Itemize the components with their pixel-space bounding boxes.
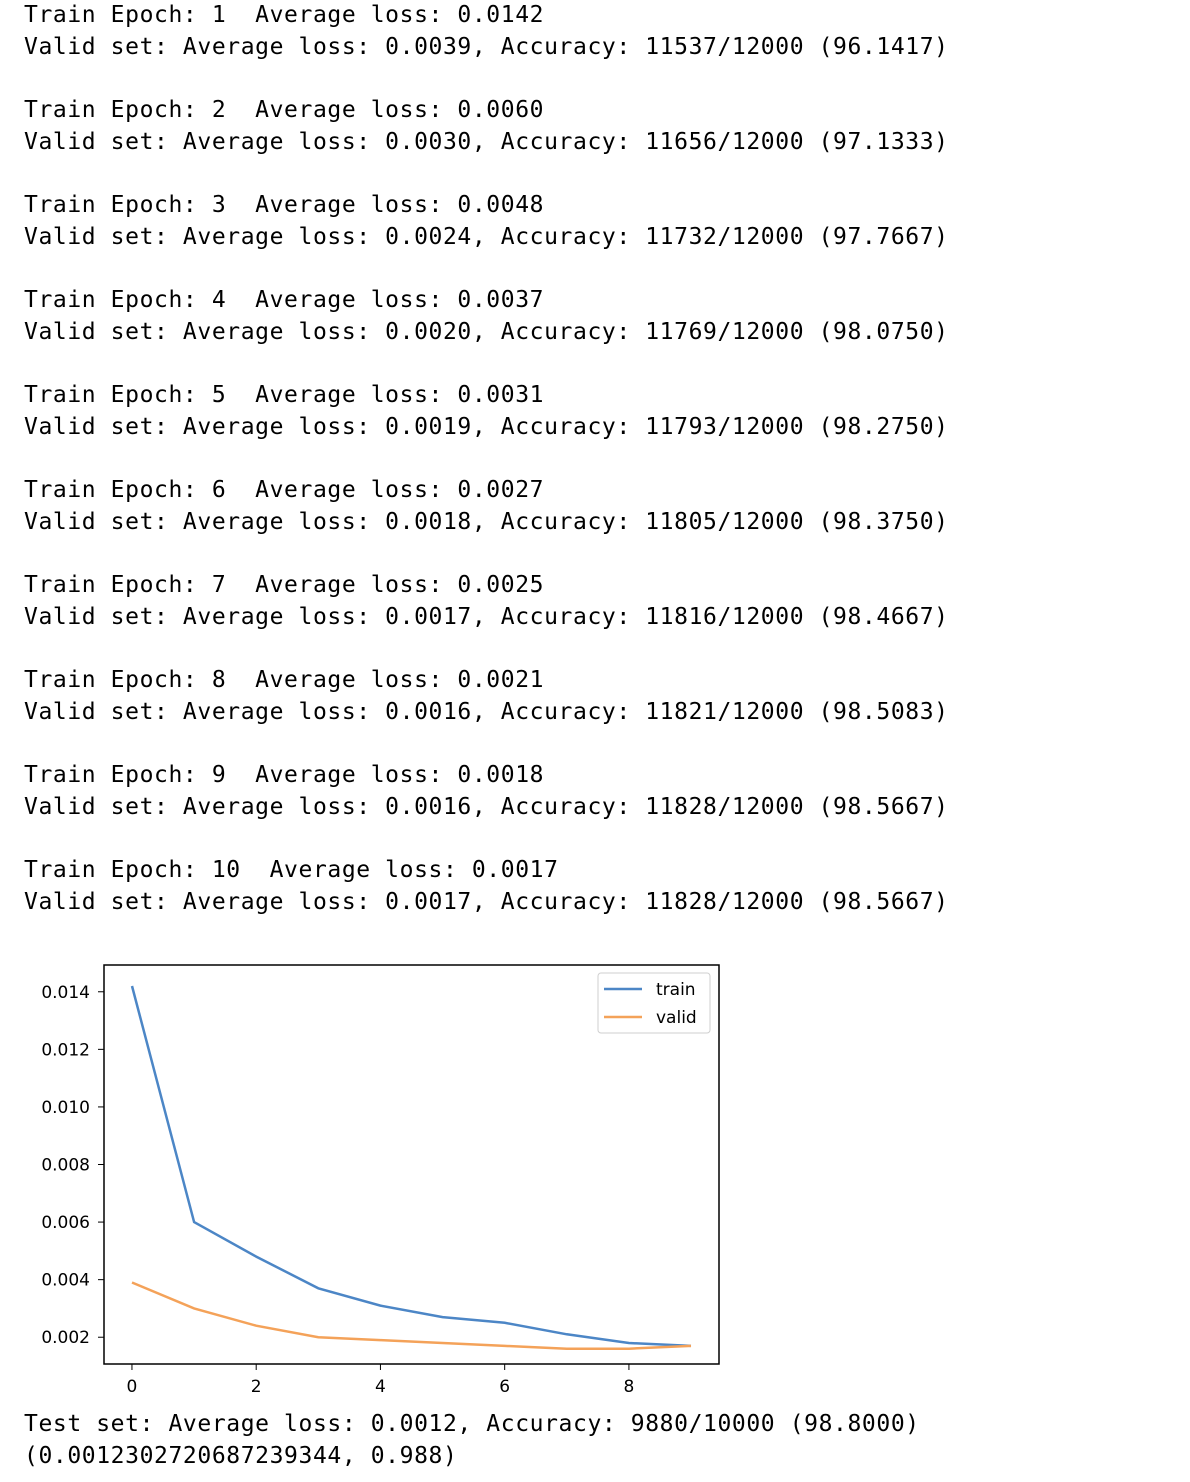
valid-set-line: Valid set: Average loss: 0.0024, Accurac…: [24, 223, 949, 250]
legend-valid-label: valid: [656, 1008, 697, 1028]
test-line: Test set: Average loss: 0.0012, Accuracy…: [24, 1411, 920, 1437]
valid-set-line: Valid set: Average loss: 0.0016, Accurac…: [24, 793, 949, 820]
epoch-block: Train Epoch: 7 Average loss: 0.0025 Valid…: [24, 570, 949, 633]
test-output: Test set: Average loss: 0.0012, Accuracy…: [24, 1409, 920, 1472]
y-tick-label: 0.008: [41, 1156, 90, 1176]
console-output: Train Epoch: 1 Average loss: 0.0142 Valid…: [24, 0, 949, 950]
y-tick-label: 0.014: [41, 983, 90, 1003]
train-epoch-line: Train Epoch: 7 Average loss: 0.0025: [24, 572, 545, 598]
valid-set-line: Valid set: Average loss: 0.0039, Accurac…: [24, 33, 949, 60]
train-epoch-line: Train Epoch: 8 Average loss: 0.0021: [24, 667, 545, 693]
valid-set-line: Valid set: Average loss: 0.0030, Accurac…: [24, 128, 949, 155]
train-epoch-line: Train Epoch: 2 Average loss: 0.0060: [24, 97, 545, 123]
legend-train-label: train: [656, 980, 696, 1000]
epoch-block: Train Epoch: 8 Average loss: 0.0021 Valid…: [24, 665, 949, 728]
y-tick-label: 0.010: [41, 1098, 90, 1118]
y-tick-label: 0.006: [41, 1213, 90, 1233]
y-tick-label: 0.004: [41, 1271, 90, 1291]
epoch-block: Train Epoch: 2 Average loss: 0.0060 Valid…: [24, 95, 949, 158]
x-tick-label: 2: [251, 1377, 262, 1397]
epoch-block: Train Epoch: 3 Average loss: 0.0048 Valid…: [24, 190, 949, 253]
train-epoch-line: Train Epoch: 4 Average loss: 0.0037: [24, 287, 545, 313]
valid-set-line: Valid set: Average loss: 0.0020, Accurac…: [24, 318, 949, 345]
train-epoch-line: Train Epoch: 10 Average loss: 0.0017: [24, 857, 559, 883]
valid-set-line: Valid set: Average loss: 0.0017, Accurac…: [24, 603, 949, 630]
epoch-block: Train Epoch: 4 Average loss: 0.0037 Valid…: [24, 285, 949, 348]
series-line-train: [130, 985, 692, 1348]
train-epoch-line: Train Epoch: 3 Average loss: 0.0048: [24, 192, 545, 218]
result-tuple: (0.0012302720687239344, 0.988): [24, 1442, 458, 1469]
series-line-valid: [131, 1281, 692, 1350]
train-epoch-line: Train Epoch: 6 Average loss: 0.0027: [24, 477, 545, 503]
train-epoch-line: Train Epoch: 9 Average loss: 0.0018: [24, 762, 545, 788]
y-tick-label: 0.002: [41, 1328, 90, 1348]
epoch-block: Train Epoch: 10 Average loss: 0.0017 Vali…: [24, 855, 949, 918]
valid-set-line: Valid set: Average loss: 0.0018, Accurac…: [24, 508, 949, 535]
train-epoch-line: Train Epoch: 5 Average loss: 0.0031: [24, 382, 545, 408]
epoch-block: Train Epoch: 9 Average loss: 0.0018 Valid…: [24, 760, 949, 823]
epoch-block: Train Epoch: 5 Average loss: 0.0031 Valid…: [24, 380, 949, 443]
x-tick-label: 8: [624, 1377, 635, 1397]
legend: train valid: [597, 972, 711, 1034]
epoch-block: Train Epoch: 6 Average loss: 0.0027 Valid…: [24, 475, 949, 538]
x-tick-label: 0: [127, 1377, 138, 1397]
valid-set-line: Valid set: Average loss: 0.0019, Accurac…: [24, 413, 949, 440]
loss-chart: 0.002 0.004 0.006 0.008 0.010 0.012 0.014 0 2 4 6…: [41, 964, 720, 1397]
x-tick-label: 6: [499, 1377, 510, 1397]
train-epoch-line: Train Epoch: 1 Average loss: 0.0142: [24, 2, 545, 28]
y-tick-label: 0.012: [41, 1040, 90, 1060]
valid-set-line: Valid set: Average loss: 0.0017, Accurac…: [24, 888, 949, 915]
x-tick-label: 4: [375, 1377, 386, 1397]
epoch-block: Train Epoch: 1 Average loss: 0.0142 Valid…: [24, 0, 949, 63]
valid-set-line: Valid set: Average loss: 0.0016, Accurac…: [24, 698, 949, 725]
